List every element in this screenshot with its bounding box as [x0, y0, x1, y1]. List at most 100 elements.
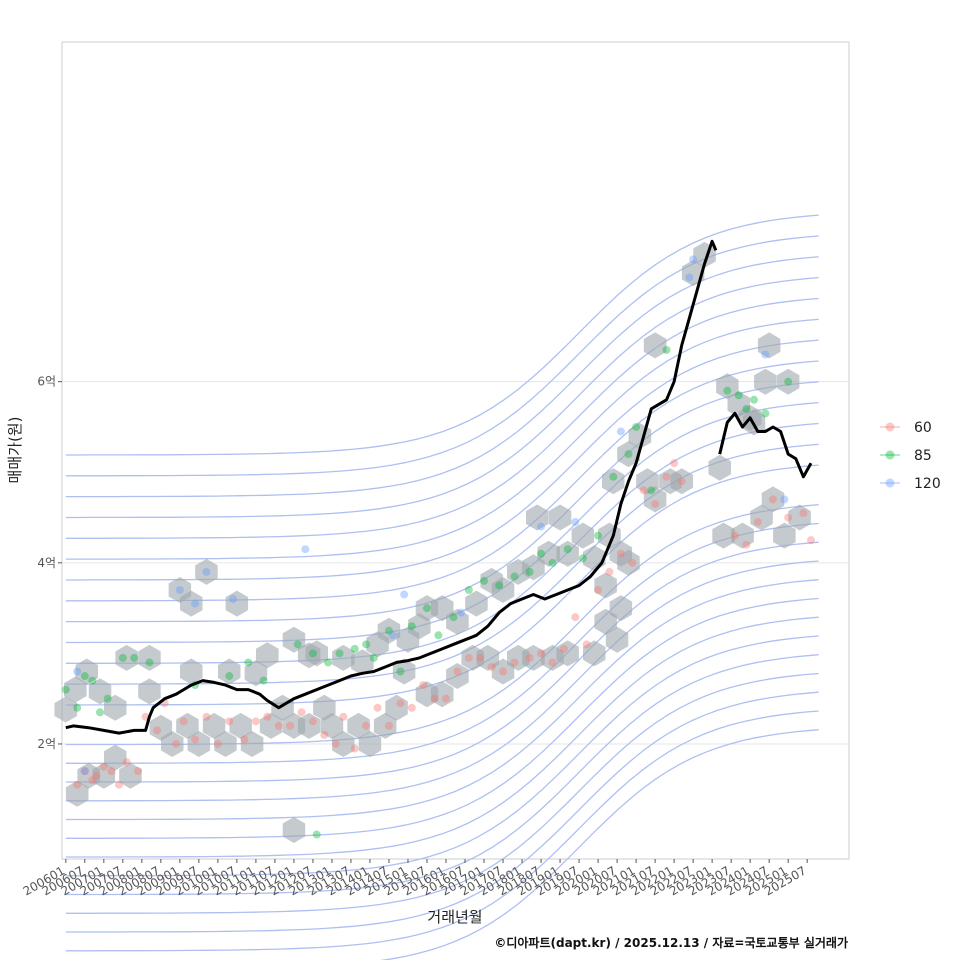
point-120	[388, 631, 397, 640]
hexbin-cell	[788, 504, 811, 531]
hexbin-cell	[594, 572, 617, 599]
legend-key-point	[885, 478, 895, 488]
point-60	[263, 712, 272, 721]
point-60	[784, 513, 793, 522]
y-axis-title: 매매가(원)	[6, 417, 24, 484]
contour-lower	[65, 672, 819, 914]
chart-caption: ©디아파트(dapt.kr) / 2025.12.13 / 자료=국토교통부 실…	[494, 935, 848, 950]
point-60	[548, 658, 557, 667]
point-60	[373, 703, 382, 712]
contour-lower	[65, 597, 819, 839]
point-85	[742, 404, 751, 413]
point-120	[175, 585, 184, 594]
point-85	[434, 631, 443, 640]
median-price-line-2	[718, 411, 813, 479]
point-85	[308, 649, 317, 658]
legend-label: 120	[914, 476, 941, 492]
hexbin-cell	[104, 694, 127, 721]
point-60	[172, 739, 181, 748]
point-120	[202, 567, 211, 576]
hexbin-cell	[104, 744, 127, 771]
point-85	[749, 395, 758, 404]
point-60	[88, 776, 97, 785]
legend-key-point	[885, 422, 895, 432]
legend-key-point	[885, 450, 895, 460]
hexbin-cell	[297, 712, 321, 739]
point-60	[202, 712, 211, 721]
x-axis-ticks: 2006012006072007012007072008012008072009…	[21, 859, 809, 899]
contour-upper	[65, 214, 819, 456]
hexbin-cell	[757, 332, 781, 359]
point-120	[229, 595, 238, 604]
point-85	[449, 613, 458, 622]
point-60	[362, 721, 371, 730]
hexbin-cell	[176, 712, 199, 739]
point-120	[301, 545, 310, 554]
point-60	[350, 744, 359, 753]
point-60	[240, 735, 249, 744]
hexbin-cell	[138, 678, 161, 705]
point-60	[742, 540, 751, 549]
point-120	[80, 767, 89, 776]
hexbin-cell	[465, 590, 488, 617]
point-85	[525, 567, 534, 576]
hexbin-cell	[282, 626, 306, 653]
point-60	[616, 549, 625, 558]
hexbin-cell	[256, 642, 279, 669]
point-85	[312, 830, 321, 839]
hexbin-cell	[602, 468, 625, 495]
hexbin-cell	[347, 712, 370, 739]
point-85	[103, 694, 112, 703]
point-85	[537, 549, 546, 558]
point-85	[464, 585, 473, 594]
hexbin-cell	[617, 441, 640, 468]
point-85	[80, 672, 89, 681]
point-60	[99, 762, 108, 771]
point-60	[286, 721, 295, 730]
point-85	[647, 486, 656, 495]
hexbin-cell	[605, 626, 629, 653]
point-120	[780, 495, 789, 504]
point-60	[730, 531, 739, 540]
contour-upper	[65, 318, 819, 560]
point-60	[179, 717, 188, 726]
point-60	[537, 649, 546, 658]
hexbin-cell	[115, 644, 138, 671]
hexbin-cell	[385, 694, 408, 721]
hexbin-cell	[491, 577, 515, 603]
point-60	[297, 708, 306, 717]
point-85	[594, 531, 603, 540]
hexbin-cell	[305, 640, 328, 667]
point-60	[396, 699, 405, 708]
hexbin-cell	[750, 504, 773, 531]
hexbin-cell	[643, 486, 667, 513]
point-60	[107, 767, 116, 776]
point-120	[537, 522, 546, 531]
point-85	[350, 644, 359, 653]
contour-lower	[379, 729, 819, 960]
hexbin-cell	[548, 504, 572, 531]
hexbin-cell	[377, 617, 401, 644]
point-85	[73, 703, 82, 712]
point-60	[115, 780, 124, 789]
legend-label: 60	[914, 420, 932, 436]
point-85	[335, 649, 344, 658]
point-60	[407, 703, 416, 712]
contour-lower	[65, 635, 819, 877]
point-120	[761, 350, 770, 359]
hexbin-cell	[138, 644, 161, 671]
hexbin-cell	[92, 762, 116, 789]
point-60	[225, 717, 234, 726]
point-60	[320, 730, 329, 739]
hexbin-cell	[446, 608, 469, 635]
point-85	[130, 653, 139, 662]
point-60	[476, 653, 485, 662]
x-axis-title: 거래년월	[427, 908, 482, 926]
hexbin-cell	[187, 731, 211, 757]
hexbin-cell	[75, 658, 98, 685]
point-85	[362, 640, 371, 649]
point-85	[244, 658, 253, 667]
contour-upper	[65, 297, 819, 539]
point-120	[685, 273, 694, 282]
hexbin-cell	[64, 676, 87, 703]
